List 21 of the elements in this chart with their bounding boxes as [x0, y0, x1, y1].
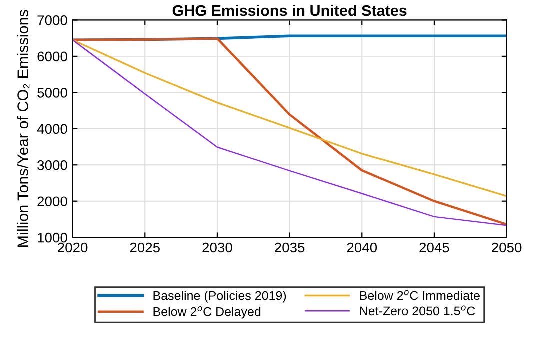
y-tick-label: 1000 [38, 232, 68, 243]
legend-label: Below 2$^{o}$C Immediate [360, 290, 480, 300]
legend-label: Below 2$^{o}$C Delayed [154, 306, 261, 319]
x-tick-label: 2050 [492, 242, 522, 253]
y-tick-label: 6000 [38, 52, 68, 62]
x-tick-label: 2025 [130, 242, 160, 253]
line-series [72, 39, 507, 198]
x-tick-label: 2035 [275, 242, 305, 253]
x-tick-label: 2020 [58, 242, 88, 253]
y-tick-label: 3000 [38, 160, 68, 170]
y-tick-label: 2000 [38, 196, 68, 207]
x-tick-label: 2040 [347, 242, 378, 253]
y-tick-label: 5000 [38, 88, 68, 98]
y-axis-title: Million Tons/Year of CO₂ Emissions [17, 10, 30, 247]
chart-title: GHG Emissions in United States [172, 4, 407, 16]
x-tick-label: 2030 [202, 242, 232, 253]
legend-label: Baseline (Policies 2019) [154, 291, 286, 303]
legend-label: Net-Zero 2050 1.5$^{o}$C [360, 306, 476, 316]
y-tick-label: 7000 [38, 16, 68, 26]
x-tick-label: 2045 [420, 242, 450, 253]
y-tick-label: 4000 [37, 124, 68, 134]
